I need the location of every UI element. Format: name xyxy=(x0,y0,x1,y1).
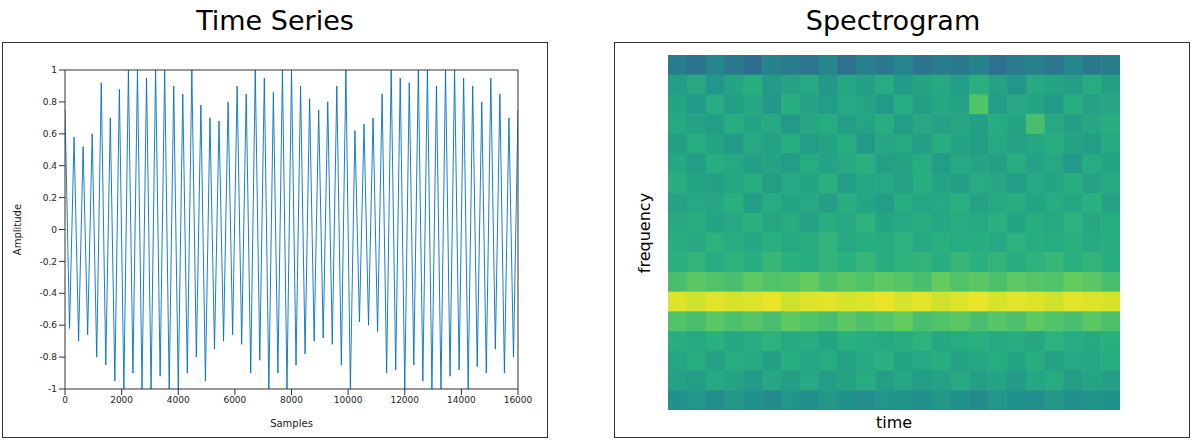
html-text:frequency: frequency xyxy=(635,192,654,273)
svg-text:12000: 12000 xyxy=(390,395,419,405)
svg-text:0.8: 0.8 xyxy=(43,97,58,107)
svg-text:-0.2: -0.2 xyxy=(39,257,57,267)
svg-text:14000: 14000 xyxy=(447,395,476,405)
svg-text:Samples: Samples xyxy=(270,418,313,429)
svg-text:0.4: 0.4 xyxy=(43,161,58,171)
svg-text:1: 1 xyxy=(51,65,57,75)
html-text:Time Series: Time Series xyxy=(196,5,354,36)
svg-text:6000: 6000 xyxy=(223,395,246,405)
svg-text:-0.8: -0.8 xyxy=(39,352,57,362)
svg-text:0.6: 0.6 xyxy=(43,129,58,139)
svg-text:10000: 10000 xyxy=(334,395,363,405)
svg-text:-1: -1 xyxy=(48,384,57,394)
svg-text:Amplitude: Amplitude xyxy=(12,204,23,255)
svg-text:0: 0 xyxy=(51,225,57,235)
svg-text:-0.6: -0.6 xyxy=(39,320,57,330)
html-text:Spectrogram: Spectrogram xyxy=(805,5,981,36)
html-text:time: time xyxy=(875,413,913,432)
svg-text:2000: 2000 xyxy=(110,395,133,405)
svg-text:-0.4: -0.4 xyxy=(39,288,57,298)
svg-text:4000: 4000 xyxy=(167,395,190,405)
svg-text:0: 0 xyxy=(62,395,68,405)
svg-text:0.2: 0.2 xyxy=(43,193,57,203)
svg-text:8000: 8000 xyxy=(280,395,303,405)
svg-text:16000: 16000 xyxy=(504,395,533,405)
